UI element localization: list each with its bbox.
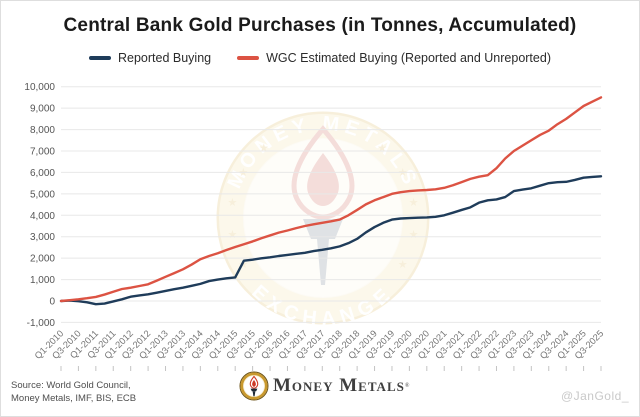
svg-text:★: ★ xyxy=(238,167,248,179)
legend-item-reported: Reported Buying xyxy=(89,51,211,65)
svg-text:★: ★ xyxy=(377,143,387,155)
twitter-handle: @JanGold_ xyxy=(560,389,629,403)
svg-text:1,000: 1,000 xyxy=(30,275,55,286)
svg-text:★: ★ xyxy=(398,167,408,179)
svg-text:10,000: 10,000 xyxy=(24,82,55,93)
x-axis-labels: Q1-2010Q3-2010Q1-2011Q3-2011Q1-2012Q3-20… xyxy=(33,328,605,371)
svg-text:★: ★ xyxy=(238,259,248,271)
legend-label-estimated: WGC Estimated Buying (Reported and Unrep… xyxy=(266,51,551,65)
legend: Reported Buying WGC Estimated Buying (Re… xyxy=(1,51,639,65)
legend-label-reported: Reported Buying xyxy=(118,51,212,65)
brand-name: Money Metals xyxy=(273,375,405,396)
source-note: Source: World Gold Council, Money Metals… xyxy=(11,379,136,405)
svg-text:-1,000: -1,000 xyxy=(27,318,56,329)
reported-line-swatch-icon xyxy=(89,56,111,60)
svg-text:2,000: 2,000 xyxy=(30,254,55,265)
estimated-line-swatch-icon xyxy=(237,56,260,60)
chart-title: Central Bank Gold Purchases (in Tonnes, … xyxy=(63,15,577,36)
svg-text:★: ★ xyxy=(227,229,237,241)
svg-text:★: ★ xyxy=(409,197,419,209)
svg-text:5,000: 5,000 xyxy=(30,189,55,200)
svg-text:0: 0 xyxy=(49,297,55,308)
source-line-2: Money Metals, IMF, BIS, ECB xyxy=(11,393,137,404)
brand-logo: Money Metals ® xyxy=(239,371,409,401)
svg-text:★: ★ xyxy=(409,229,419,241)
legend-item-estimated: WGC Estimated Buying (Reported and Unrep… xyxy=(237,51,551,65)
svg-text:7,000: 7,000 xyxy=(30,146,55,157)
svg-text:8,000: 8,000 xyxy=(30,125,55,136)
svg-text:★: ★ xyxy=(227,197,237,209)
svg-text:9,000: 9,000 xyxy=(30,104,55,115)
y-axis-labels: -1,000 0 1,000 2,000 3,000 4,000 5,000 6,000 7,0… xyxy=(24,82,55,329)
gridlines xyxy=(61,86,601,323)
wgc-estimated-buying-line xyxy=(59,96,603,303)
svg-text:6,000: 6,000 xyxy=(30,168,55,179)
svg-text:★: ★ xyxy=(398,259,408,271)
svg-text:★: ★ xyxy=(259,143,269,155)
money-metals-logo-icon xyxy=(239,371,269,401)
reported-buying-line xyxy=(59,175,603,306)
brand-registered-mark: ® xyxy=(404,383,410,389)
svg-text:4,000: 4,000 xyxy=(30,211,55,222)
source-line-1: Source: World Gold Council, xyxy=(11,380,131,391)
svg-text:3,000: 3,000 xyxy=(30,232,55,243)
